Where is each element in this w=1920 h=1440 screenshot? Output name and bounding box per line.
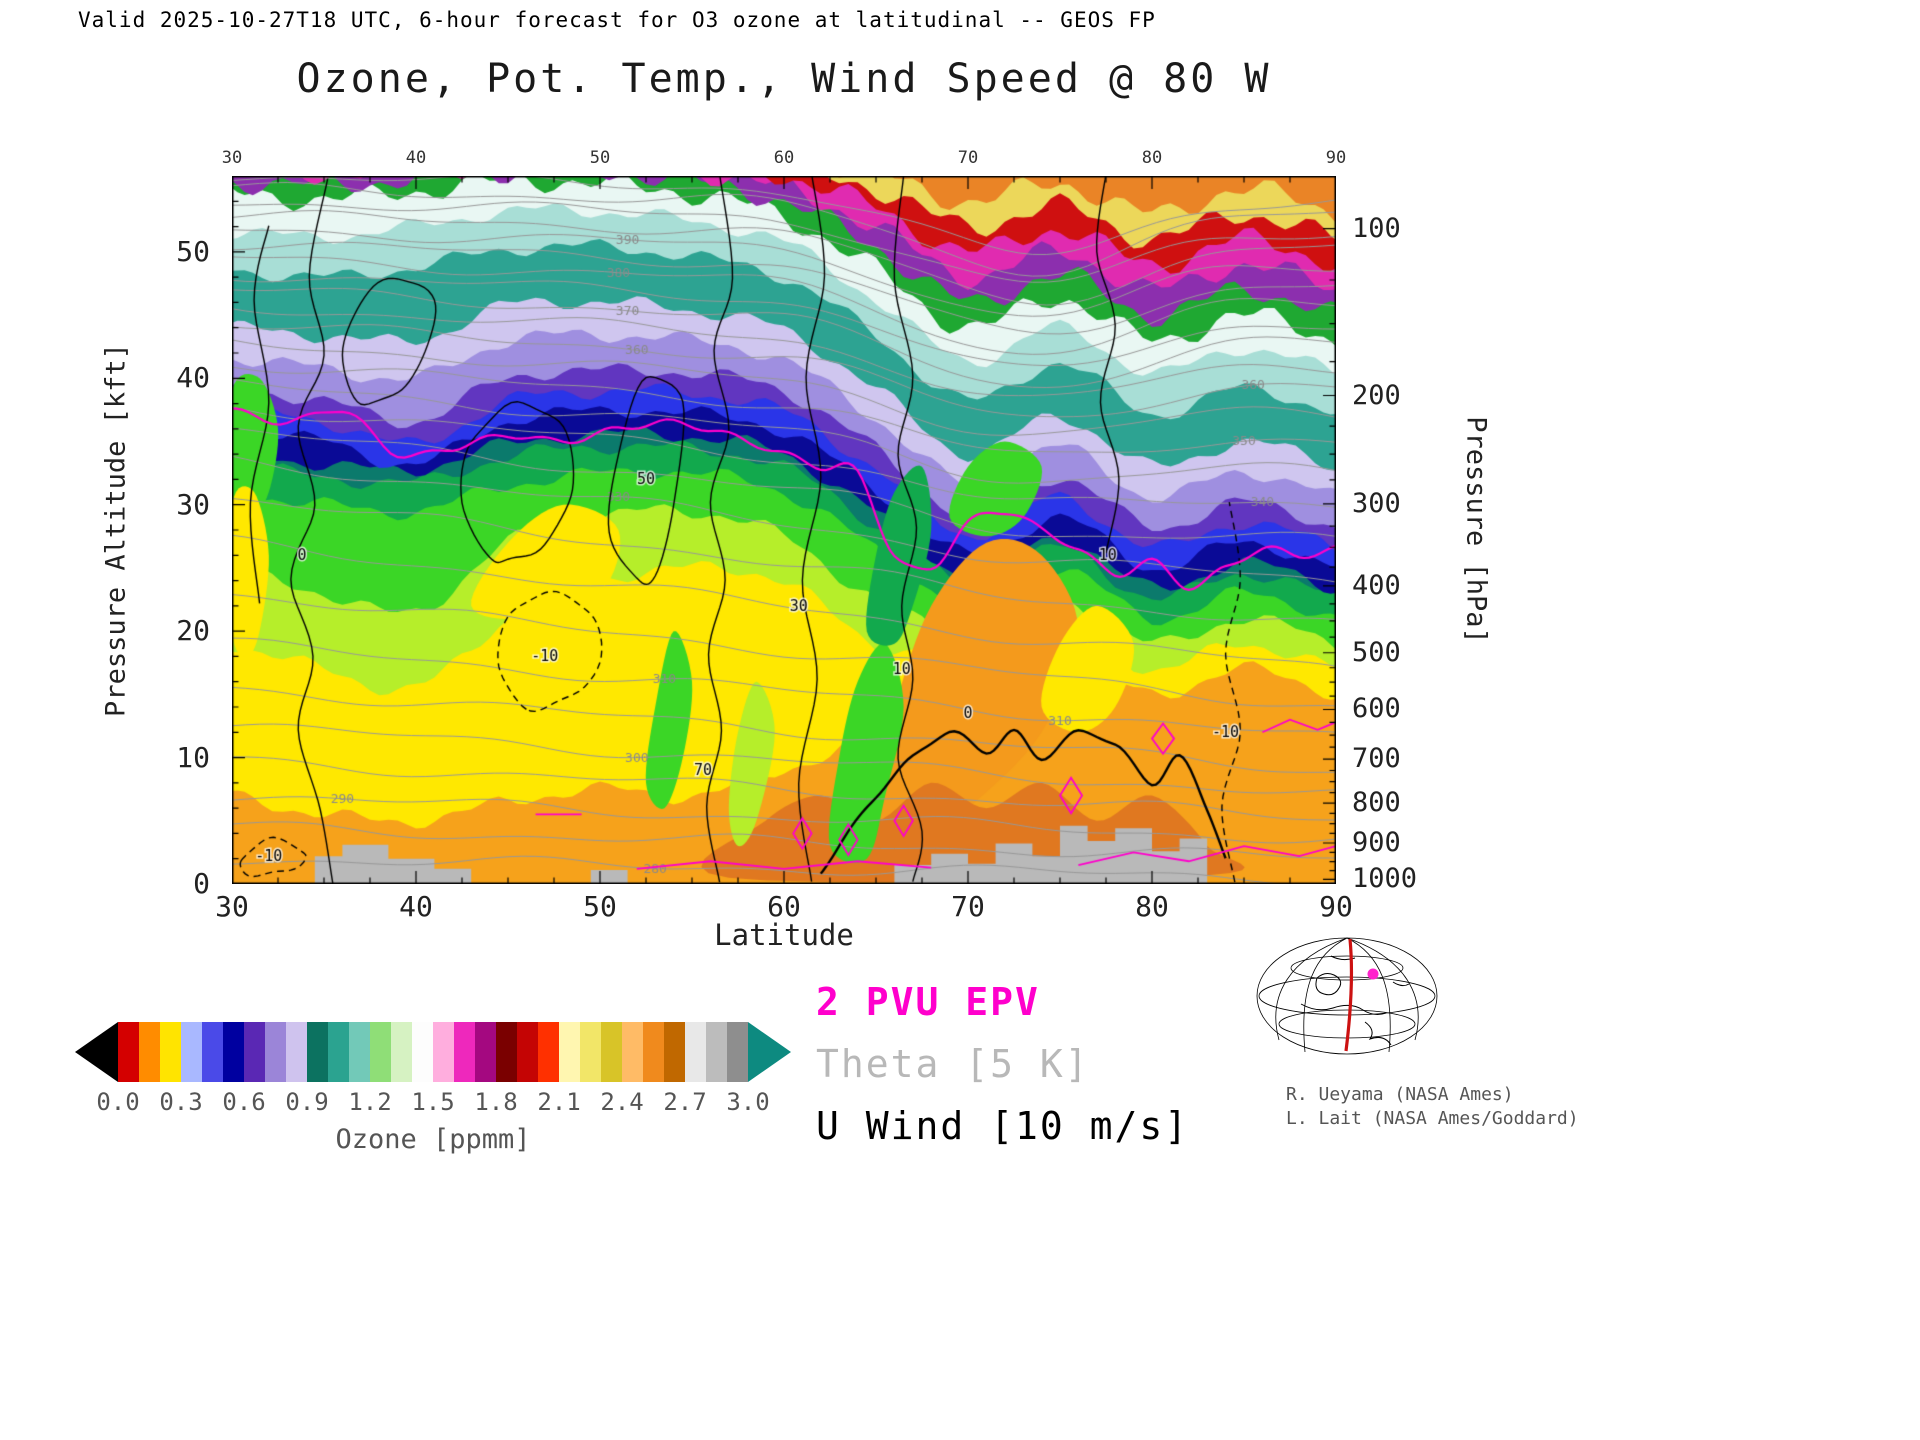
colorbar-stripe bbox=[664, 1022, 685, 1082]
colorbar-stripe bbox=[265, 1022, 286, 1082]
y-right-tick-label: 600 bbox=[1352, 693, 1401, 725]
y-right-tick-label: 200 bbox=[1352, 379, 1401, 411]
legend-uwind: U Wind [10 m/s] bbox=[816, 1104, 1190, 1148]
x-tick-label: 50 bbox=[583, 890, 617, 923]
colorbar-stripe bbox=[391, 1022, 412, 1082]
location-map bbox=[1256, 937, 1438, 1055]
colorbar-stripe bbox=[160, 1022, 181, 1082]
x-tick-label: 80 bbox=[1135, 890, 1169, 923]
x-tick-label-top: 30 bbox=[221, 148, 243, 168]
x-axis-title: Latitude bbox=[714, 918, 854, 952]
colorbar-tick-label: 0.6 bbox=[222, 1088, 266, 1116]
colorbar-tick-label: 0.3 bbox=[159, 1088, 203, 1116]
colorbar-underflow-arrow bbox=[75, 1022, 118, 1082]
colorbar-tick-label: 0.9 bbox=[285, 1088, 329, 1116]
colorbar-stripe bbox=[139, 1022, 160, 1082]
colorbar-overflow-arrow bbox=[748, 1022, 791, 1082]
y-left-tick-label: 30 bbox=[176, 487, 210, 521]
colorbar-stripe bbox=[370, 1022, 391, 1082]
x-tick-label: 40 bbox=[399, 890, 433, 923]
coastlines bbox=[1300, 955, 1410, 1046]
y-right-tick-label: 300 bbox=[1352, 487, 1401, 519]
y-right-tick-label: 500 bbox=[1352, 636, 1401, 668]
colorbar-stripe bbox=[433, 1022, 454, 1082]
y-left-tick-label: 20 bbox=[176, 614, 210, 648]
y-axis-title-left: Pressure Altitude [kft] bbox=[100, 343, 132, 717]
colorbar-tick-label: 0.0 bbox=[96, 1088, 140, 1116]
colorbar-tick-label: 3.0 bbox=[726, 1088, 770, 1116]
colorbar-stripe bbox=[244, 1022, 265, 1082]
x-tick-label-top: 80 bbox=[1141, 148, 1163, 168]
x-tick-label-top: 50 bbox=[589, 148, 611, 168]
colorbar-stripe bbox=[685, 1022, 706, 1082]
colorbar-stripe bbox=[601, 1022, 622, 1082]
y-left-tick-label: 0 bbox=[193, 867, 210, 900]
colorbar-stripe bbox=[412, 1022, 433, 1082]
x-tick-label: 60 bbox=[767, 890, 801, 923]
colorbar-title: Ozone [ppmm] bbox=[335, 1124, 531, 1155]
y-right-tick-label: 900 bbox=[1352, 826, 1401, 858]
y-right-tick-label: 700 bbox=[1352, 743, 1401, 775]
x-tick-label-top: 70 bbox=[957, 148, 979, 168]
colorbar-stripe bbox=[328, 1022, 349, 1082]
colorbar-stripe bbox=[181, 1022, 202, 1082]
colorbar-stripe bbox=[223, 1022, 244, 1082]
y-right-tick-label: 800 bbox=[1352, 787, 1401, 819]
credit-line-1: R. Ueyama (NASA Ames) bbox=[1286, 1084, 1514, 1105]
colorbar-stripe bbox=[202, 1022, 223, 1082]
colorbar-stripe bbox=[643, 1022, 664, 1082]
cross-section-meridian-line bbox=[1344, 938, 1353, 1052]
x-tick-label: 90 bbox=[1319, 890, 1353, 923]
colorbar-stripe bbox=[349, 1022, 370, 1082]
colorbar-stripe bbox=[286, 1022, 307, 1082]
colorbar-tick-label: 2.4 bbox=[600, 1088, 644, 1116]
credit-line-2: L. Lait (NASA Ames/Goddard) bbox=[1286, 1108, 1579, 1129]
y-right-tick-label: 100 bbox=[1352, 212, 1401, 244]
page-title: Ozone, Pot. Temp., Wind Speed @ 80 W bbox=[296, 56, 1272, 102]
x-tick-label-top: 40 bbox=[405, 148, 427, 168]
cross-section-plot-canvas bbox=[232, 176, 1336, 884]
y-right-tick-label: 400 bbox=[1352, 569, 1401, 601]
colorbar-tick-label: 1.5 bbox=[411, 1088, 455, 1116]
colorbar-stripe bbox=[307, 1022, 328, 1082]
y-axis-title-right: Pressure [hPa] bbox=[1460, 416, 1492, 644]
y-left-tick-label: 10 bbox=[176, 740, 210, 774]
forecast-location-marker bbox=[1367, 968, 1379, 980]
x-tick-label: 70 bbox=[951, 890, 985, 923]
colorbar-stripe bbox=[622, 1022, 643, 1082]
colorbar-stripe bbox=[517, 1022, 538, 1082]
colorbar-stripe bbox=[559, 1022, 580, 1082]
y-left-tick-label: 40 bbox=[176, 361, 210, 395]
x-tick-label: 30 bbox=[215, 890, 249, 923]
legend-theta: Theta [5 K] bbox=[816, 1042, 1090, 1086]
colorbar-stripe bbox=[580, 1022, 601, 1082]
x-tick-label-top: 90 bbox=[1325, 148, 1347, 168]
colorbar-stripe bbox=[727, 1022, 748, 1082]
colorbar-stripe bbox=[538, 1022, 559, 1082]
valid-line: Valid 2025-10-27T18 UTC, 6-hour forecast… bbox=[78, 8, 1156, 32]
colorbar-stripe bbox=[496, 1022, 517, 1082]
ozone-colorbar: Ozone [ppmm] 0.0 0.3 0.6 0.9 1.2 1.5 1.8 2.1 2.4… bbox=[75, 1022, 791, 1162]
colorbar-stripe bbox=[118, 1022, 139, 1082]
colorbar-tick-label: 2.7 bbox=[663, 1088, 707, 1116]
colorbar-stripe bbox=[475, 1022, 496, 1082]
colorbar-stripes bbox=[118, 1022, 748, 1082]
y-right-tick-label: 1000 bbox=[1352, 863, 1418, 895]
x-tick-label-top: 60 bbox=[773, 148, 795, 168]
colorbar-stripe bbox=[706, 1022, 727, 1082]
y-left-tick-label: 50 bbox=[176, 234, 210, 268]
colorbar-stripe bbox=[454, 1022, 475, 1082]
legend-pvu: 2 PVU EPV bbox=[816, 980, 1040, 1024]
colorbar-tick-label: 1.2 bbox=[348, 1088, 392, 1116]
colorbar-tick-label: 2.1 bbox=[537, 1088, 581, 1116]
colorbar-tick-label: 1.8 bbox=[474, 1088, 518, 1116]
